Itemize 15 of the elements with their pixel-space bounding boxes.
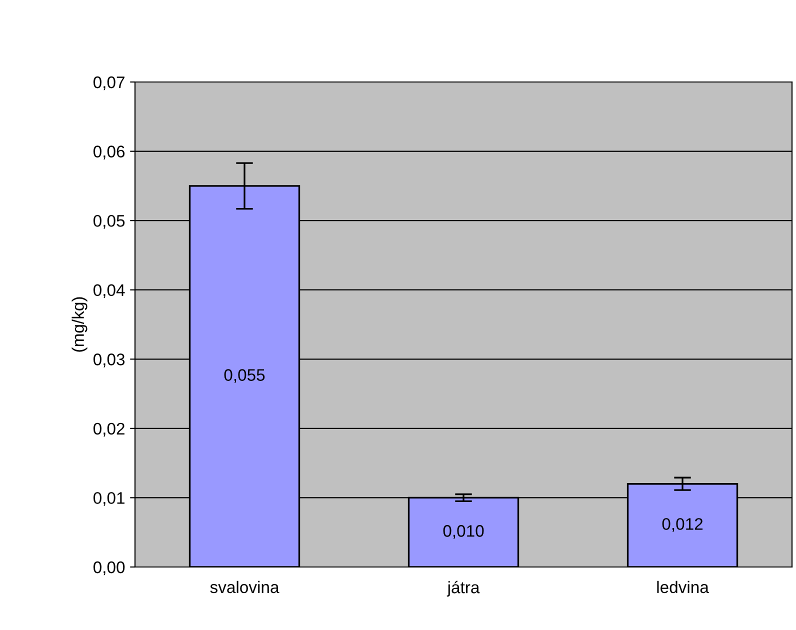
y-axis-title: (mg/kg): [72, 297, 88, 352]
y-tick-label: 0,03: [93, 354, 125, 368]
data-label: 0,055: [224, 369, 265, 383]
y-tick-label: 0,06: [93, 146, 125, 160]
y-tick-label: 0,05: [93, 214, 125, 229]
data-label: 0,010: [443, 525, 484, 539]
y-tick-label: 0,02: [93, 422, 124, 437]
y-tick-label: 0,07: [93, 76, 124, 90]
x-tick-label: ledvina: [657, 580, 709, 594]
data-label: 0,012: [662, 518, 703, 532]
y-tick-label: 0,00: [93, 561, 125, 576]
y-tick-label: 0,01: [93, 492, 124, 506]
x-tick-label: svalovina: [210, 580, 280, 594]
x-tick-label: játra: [446, 580, 480, 597]
y-tick-label: 0,04: [93, 284, 125, 298]
